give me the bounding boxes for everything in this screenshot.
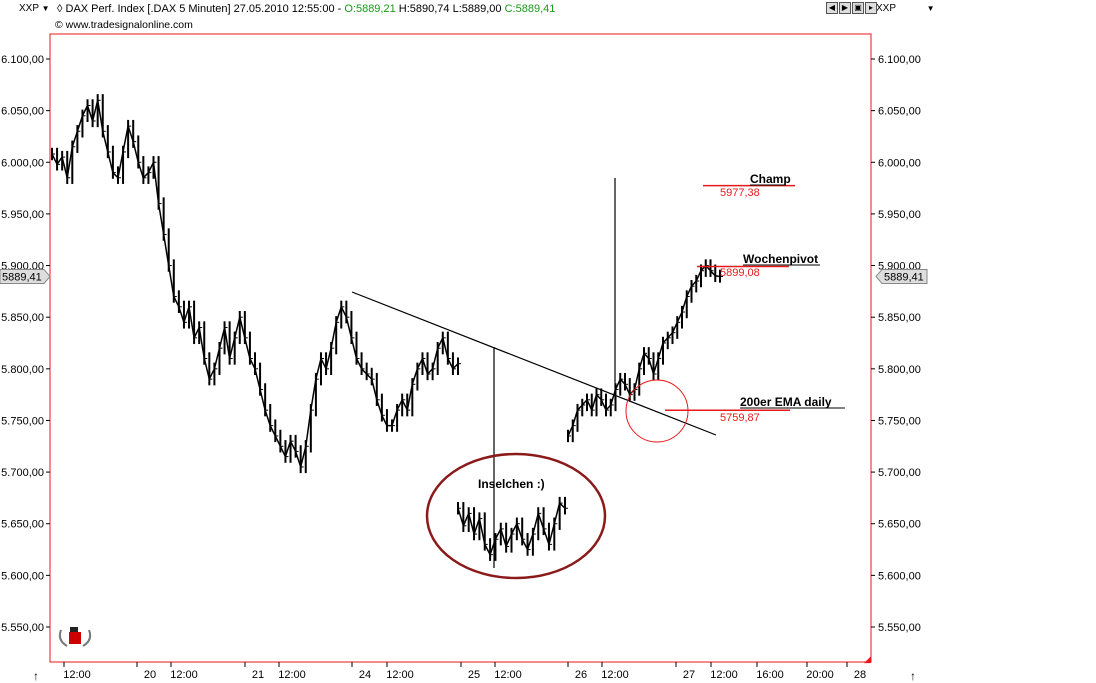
price-line bbox=[457, 501, 566, 557]
y-tick-label-left: 6.000,00 bbox=[1, 157, 44, 169]
last-price-marker-left: 5889,41 bbox=[0, 268, 51, 284]
x-tick-label: 26 bbox=[575, 669, 587, 681]
price-line bbox=[567, 264, 721, 437]
level-name-label: Champ bbox=[750, 172, 791, 186]
y-tick-label-right: 5.950,00 bbox=[878, 209, 921, 221]
level-value-label: 5899,08 bbox=[720, 267, 760, 279]
close-value: C:5889,41 bbox=[504, 3, 556, 15]
y-tick-label-left: 6.100,00 bbox=[1, 54, 44, 66]
x-tick-label: 24 bbox=[359, 669, 371, 681]
symbol-selector-right[interactable]: XXP ▼ bbox=[876, 3, 935, 14]
inselchen-label: Inselchen :) bbox=[478, 477, 545, 491]
y-tick-label-left: 5.750,00 bbox=[1, 415, 44, 427]
y-tick-label-right: 5.850,00 bbox=[878, 312, 921, 324]
arrow-left-icon[interactable]: ◀ bbox=[826, 2, 838, 14]
x-tick-label: 20:00 bbox=[806, 669, 834, 681]
x-tick-label: 12:00 bbox=[278, 669, 306, 681]
instrument-title: DAX Perf. Index [.DAX 5 Minuten] 27.05.2… bbox=[65, 3, 345, 15]
scroll-up-icon[interactable]: ↑ bbox=[33, 669, 39, 683]
open-value: O:5889,21 bbox=[344, 3, 396, 15]
price-series bbox=[51, 94, 723, 561]
trendline bbox=[351, 291, 717, 436]
x-tick-label: 12:00 bbox=[170, 669, 198, 681]
x-tick-label: 28 bbox=[854, 669, 866, 681]
y-tick-label-left: 5.850,00 bbox=[1, 312, 44, 324]
symbol-left-label: XXP bbox=[19, 3, 39, 14]
y-tick-label-right: 5.700,00 bbox=[878, 467, 921, 479]
last-price-label: 5889,41 bbox=[884, 271, 924, 283]
x-tick-label: 12:00 bbox=[494, 669, 522, 681]
arrow-right-icon[interactable]: ▶ bbox=[839, 2, 851, 14]
last-price-box bbox=[875, 268, 928, 284]
hlc-values: H:5890,74 L:5889,00 bbox=[398, 3, 505, 15]
x-axis: 12:00 20 12:00 21 12:00 24 12:00 25 12:00 26 12:00… bbox=[63, 662, 866, 681]
y-tick-label-left: 6.050,00 bbox=[1, 106, 44, 118]
symbol-right-label: XXP bbox=[876, 3, 896, 14]
last-price-box bbox=[0, 268, 51, 284]
instrument-icon: ◊ bbox=[57, 3, 66, 15]
symbol-selector-left[interactable]: XXP ▼ bbox=[19, 3, 50, 14]
y-tick-label-right: 5.750,00 bbox=[878, 415, 921, 427]
y-tick-label-right: 5.650,00 bbox=[878, 519, 921, 531]
y-tick-label-right: 6.050,00 bbox=[878, 106, 921, 118]
fit-icon[interactable]: ▣ bbox=[852, 2, 864, 14]
level-name-label: Wochenpivot bbox=[743, 252, 818, 266]
y-axis-left: 5.550,00 5.600,00 5.650,00 5.700,00 5.750,00… bbox=[0, 54, 51, 634]
y-tick-label-left: 5.800,00 bbox=[1, 364, 44, 376]
x-tick-label: 20 bbox=[144, 669, 156, 681]
x-tick-label: 12:00 bbox=[386, 669, 414, 681]
level-value-label: 5759,87 bbox=[720, 412, 760, 424]
y-tick-label-right: 5.600,00 bbox=[878, 570, 921, 582]
chevron-down-icon: ▼ bbox=[926, 4, 935, 13]
scroll-up-icon-right[interactable]: ↑ bbox=[910, 669, 916, 683]
x-tick-label: 21 bbox=[252, 669, 264, 681]
y-tick-label-right: 5.550,00 bbox=[878, 622, 921, 634]
last-price-label: 5889,41 bbox=[2, 271, 42, 283]
level-name-label: 200er EMA daily bbox=[740, 395, 832, 409]
x-tick-label: 12:00 bbox=[63, 669, 91, 681]
x-tick-label: 25 bbox=[468, 669, 480, 681]
resize-corner-icon[interactable]: ◢ bbox=[864, 654, 871, 664]
chart-nav-buttons: ◀ ▶ ▣ ▸ bbox=[826, 2, 877, 14]
x-tick-label: 27 bbox=[683, 669, 695, 681]
level-value-label: 5977,38 bbox=[720, 187, 760, 199]
y-tick-label-right: 6.000,00 bbox=[878, 157, 921, 169]
x-tick-label: 16:00 bbox=[756, 669, 784, 681]
plot-area-frame bbox=[49, 33, 872, 663]
y-tick-label-left: 5.700,00 bbox=[1, 467, 44, 479]
inselchen-ellipse bbox=[425, 452, 607, 580]
y-tick-label-left: 5.600,00 bbox=[1, 570, 44, 582]
chart-header: ◊ DAX Perf. Index [.DAX 5 Minuten] 27.05… bbox=[57, 3, 555, 15]
y-axis-right: 5.550,00 5.600,00 5.650,00 5.700,00 5.750,00… bbox=[871, 54, 928, 634]
y-tick-label-right: 6.100,00 bbox=[878, 54, 921, 66]
x-tick-label: 12:00 bbox=[710, 669, 738, 681]
y-tick-label-right: 5.800,00 bbox=[878, 364, 921, 376]
chevron-down-icon: ▼ bbox=[41, 4, 50, 13]
laurel-logo-icon bbox=[58, 627, 92, 647]
y-tick-label-left: 5.650,00 bbox=[1, 519, 44, 531]
x-tick-label: 12:00 bbox=[601, 669, 629, 681]
zoom-icon[interactable]: ▸ bbox=[865, 2, 877, 14]
y-tick-label-left: 5.550,00 bbox=[1, 622, 44, 634]
last-price-marker-right: 5889,41 bbox=[875, 268, 928, 284]
copyright-notice: © www.tradesignalonline.com bbox=[55, 19, 193, 31]
price-line bbox=[51, 100, 459, 470]
y-tick-label-left: 5.950,00 bbox=[1, 209, 44, 221]
